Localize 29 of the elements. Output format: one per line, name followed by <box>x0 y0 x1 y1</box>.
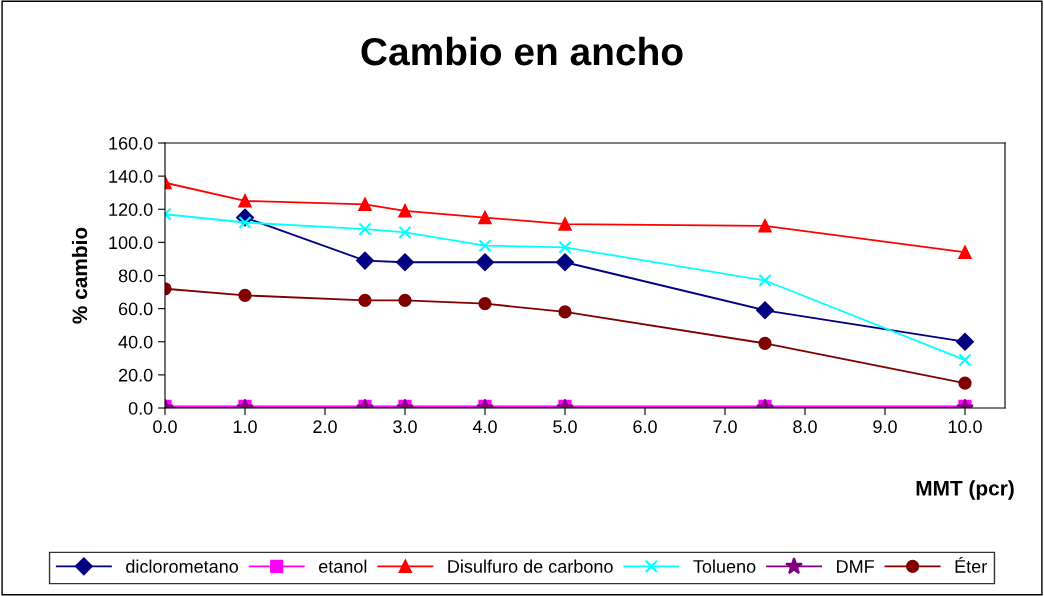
legend-label: Éter <box>955 557 987 573</box>
legend-label: DMF <box>837 560 874 573</box>
x-tick-label: 5.0 <box>553 420 577 434</box>
x-tick-label: 0.0 <box>153 420 177 434</box>
x-tick-label: 7.0 <box>713 420 737 434</box>
y-tick-label: 140.0 <box>109 170 153 183</box>
x-tick-label: 10.0 <box>948 420 982 434</box>
x-axis-title: MMT (pcr) <box>916 480 1014 500</box>
x-tick-label: 4.0 <box>472 420 497 434</box>
y-tick-label: 60.0 <box>118 302 153 316</box>
legend-label: etanol <box>318 559 367 573</box>
y-axis-title: % cambio <box>71 227 88 324</box>
x-tick-label: 8.0 <box>793 420 817 434</box>
y-tick-label: 120.0 <box>109 203 153 216</box>
y-tick-label: 80.0 <box>118 269 153 283</box>
x-tick-label: 3.0 <box>393 420 417 434</box>
x-tick-label: 2.0 <box>313 420 337 434</box>
y-tick-label: 0.0 <box>128 401 153 415</box>
y-tick-label: 40.0 <box>118 335 153 349</box>
x-tick-label: 9.0 <box>873 420 897 434</box>
legend-label: diclorometano <box>126 559 239 573</box>
y-tick-label: 20.0 <box>118 368 153 382</box>
y-tick-label: 160.0 <box>109 136 153 150</box>
legend-label: Disulfuro de carbono <box>448 559 613 573</box>
x-tick-label: 1.0 <box>233 420 257 434</box>
chart-title: Cambio en ancho <box>361 36 683 66</box>
x-tick-label: 6.0 <box>633 420 657 434</box>
legend-label: Tolueno <box>693 559 756 573</box>
y-tick-label: 100.0 <box>109 236 153 250</box>
